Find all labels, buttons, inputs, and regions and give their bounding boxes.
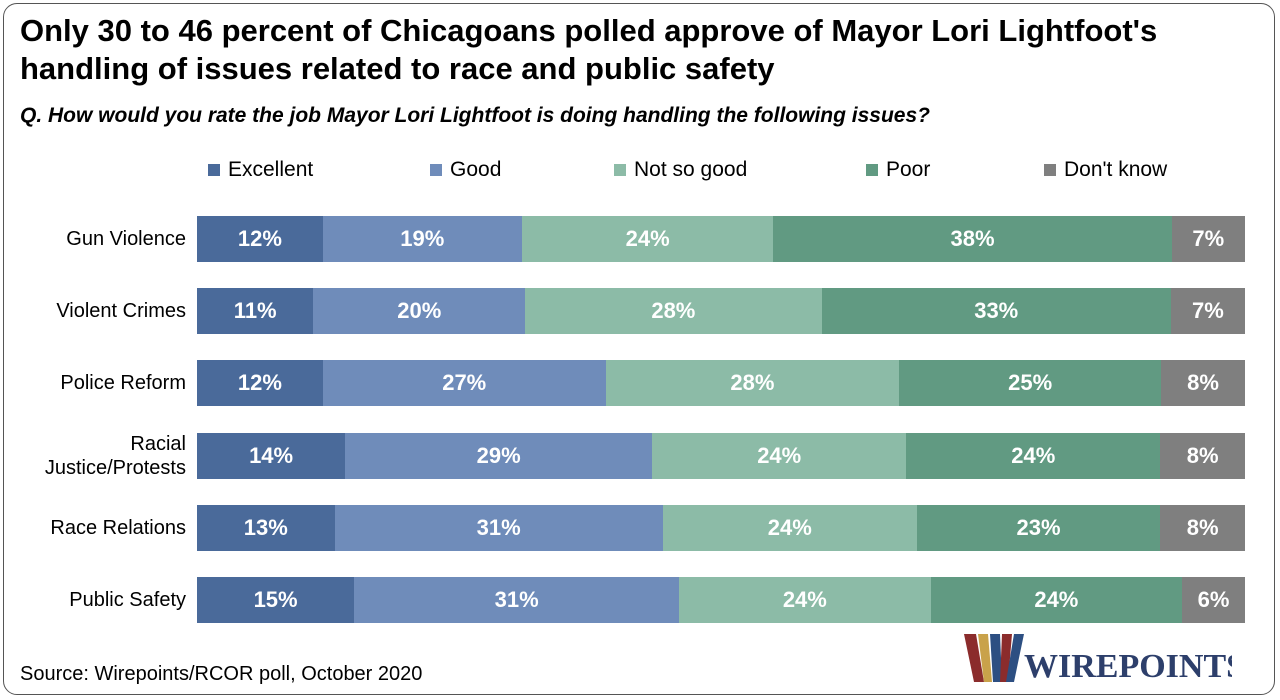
bar-segment: 8% (1160, 432, 1245, 479)
bar-row: 14% 29% 24% 24% 8% (197, 432, 1245, 479)
bar-segment: 7% (1171, 216, 1245, 262)
source-note: Source: Wirepoints/RCOR poll, October 20… (20, 663, 423, 685)
bar-segment: 8% (1161, 360, 1245, 407)
bar-row: 11% 20% 28% 33% 7% (197, 288, 1245, 335)
legend-swatch (430, 164, 442, 176)
category-label: Race Relations (50, 516, 186, 539)
chart-legend: Excellent Good Not so good Poor Don't know (0, 158, 1280, 184)
legend-label: Not so good (634, 158, 748, 181)
legend-label: Excellent (228, 158, 314, 181)
bar-segment: 12% (197, 216, 323, 262)
bar-segment: 38% (773, 216, 1172, 262)
bar-segment: 14% (197, 432, 346, 479)
legend-label: Don't know (1064, 158, 1168, 181)
bar-segment: 24% (679, 577, 931, 623)
category-label: Violent Crimes (56, 300, 186, 323)
category-label: Gun Violence (66, 228, 186, 250)
bar-segment: 15% (197, 577, 355, 623)
legend-item-1: Good (430, 158, 501, 182)
chart-frame (3, 3, 1275, 695)
legend-swatch (208, 164, 220, 176)
bar-row: 13% 31% 24% 23% 8% (197, 504, 1245, 551)
bar-segment: 20% (313, 288, 526, 335)
bar-segment: 29% (345, 432, 653, 479)
logo-wordmark: WIREPOINTS (1024, 648, 1232, 685)
bar-segment: 12% (197, 360, 323, 407)
legend-swatch (866, 164, 878, 176)
bar-row: 15% 31% 24% 24% 6% (197, 577, 1245, 623)
bar-segment: 24% (652, 432, 907, 479)
chart-subtitle: Q. How would you rate the job Mayor Lori… (20, 104, 930, 127)
bar-row: 12% 19% 24% 38% 7% (197, 216, 1245, 262)
bar-segment: 33% (821, 288, 1171, 335)
bar-segment: 24% (930, 577, 1183, 623)
bar-segment: 25% (899, 360, 1162, 407)
bar-segment: 19% (322, 216, 522, 262)
bar-segment: 23% (916, 504, 1161, 551)
bar-segment: 31% (334, 504, 663, 551)
legend-item-4: Don't know (1044, 158, 1167, 182)
category-label: Racial Justice/Protests (44, 432, 186, 479)
bar-segment: 24% (662, 504, 917, 551)
chart-title: Only 30 to 46 percent of Chicagoans poll… (20, 13, 1158, 86)
bar-segment: 8% (1160, 504, 1245, 551)
bar-segment: 28% (605, 360, 900, 407)
legend-swatch (614, 164, 626, 176)
legend-swatch (1044, 164, 1056, 176)
category-label: Public Safety (69, 589, 186, 611)
wirepoints-logo: WIREPOINTS (964, 634, 1232, 685)
legend-label: Good (450, 158, 502, 181)
category-label: Police Reform (60, 372, 186, 395)
bar-segment: 6% (1182, 577, 1245, 623)
legend-item-2: Not so good (614, 158, 747, 182)
bar-segment: 7% (1170, 288, 1245, 335)
bar-segment: 27% (322, 360, 606, 407)
legend-label: Poor (886, 158, 931, 181)
legend-item-3: Poor (866, 158, 930, 182)
bar-segment: 24% (906, 432, 1161, 479)
legend-item-0: Excellent (208, 158, 313, 182)
bar-segment: 13% (197, 504, 335, 551)
bar-row: 12% 27% 28% 25% 8% (197, 360, 1245, 407)
bar-segment: 31% (354, 577, 680, 623)
bar-segment: 28% (525, 288, 822, 335)
bar-segment: 11% (197, 288, 314, 335)
bar-segment: 24% (521, 216, 774, 262)
